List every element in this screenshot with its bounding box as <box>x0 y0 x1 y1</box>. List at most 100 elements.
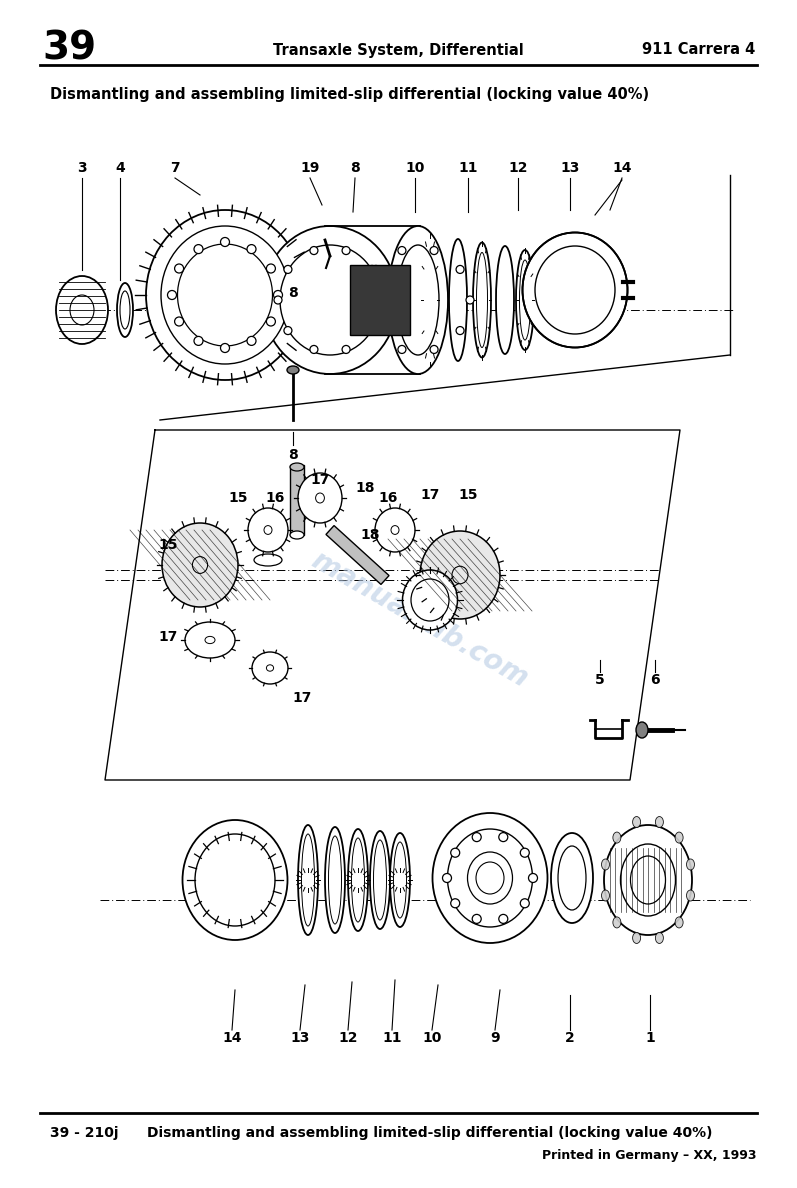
Ellipse shape <box>468 852 512 904</box>
Ellipse shape <box>602 890 610 901</box>
Text: 15: 15 <box>458 488 477 503</box>
Ellipse shape <box>633 816 641 828</box>
Ellipse shape <box>388 226 448 374</box>
Text: 15: 15 <box>159 538 178 552</box>
Circle shape <box>167 291 176 299</box>
Ellipse shape <box>686 890 694 901</box>
Ellipse shape <box>161 226 289 364</box>
Circle shape <box>273 291 282 299</box>
Circle shape <box>221 343 230 353</box>
Circle shape <box>520 848 529 858</box>
Ellipse shape <box>604 824 692 935</box>
Ellipse shape <box>266 665 273 671</box>
Bar <box>350 265 410 335</box>
Text: 14: 14 <box>222 1031 241 1045</box>
Text: 6: 6 <box>650 672 660 687</box>
Ellipse shape <box>402 570 457 630</box>
Text: 12: 12 <box>338 1031 358 1045</box>
Text: 9: 9 <box>490 1031 500 1045</box>
Ellipse shape <box>390 833 410 927</box>
Circle shape <box>368 265 376 273</box>
Text: 4: 4 <box>115 162 125 175</box>
Ellipse shape <box>397 245 439 355</box>
Circle shape <box>266 317 276 326</box>
Ellipse shape <box>264 525 272 535</box>
Ellipse shape <box>630 857 665 904</box>
Circle shape <box>466 296 474 304</box>
Text: 14: 14 <box>612 162 632 175</box>
Ellipse shape <box>411 579 449 621</box>
Ellipse shape <box>185 623 235 658</box>
Ellipse shape <box>602 859 610 870</box>
Circle shape <box>284 327 292 335</box>
Ellipse shape <box>254 554 282 565</box>
Ellipse shape <box>146 210 304 380</box>
Ellipse shape <box>516 249 534 350</box>
Circle shape <box>456 327 464 335</box>
Text: 12: 12 <box>508 162 528 175</box>
Text: 8: 8 <box>289 286 298 301</box>
Ellipse shape <box>394 842 406 918</box>
Ellipse shape <box>287 366 299 374</box>
Ellipse shape <box>496 246 514 354</box>
Circle shape <box>378 296 386 304</box>
Circle shape <box>362 296 370 304</box>
Ellipse shape <box>120 291 130 329</box>
Ellipse shape <box>655 933 663 943</box>
Text: Printed in Germany – XX, 1993: Printed in Germany – XX, 1993 <box>543 1149 757 1162</box>
Text: Dismantling and assembling limited-slip differential (locking value 40%): Dismantling and assembling limited-slip … <box>147 1126 713 1140</box>
Text: 17: 17 <box>159 630 178 644</box>
Text: 11: 11 <box>458 162 477 175</box>
Ellipse shape <box>178 244 273 346</box>
Text: 13: 13 <box>560 162 579 175</box>
Ellipse shape <box>621 843 676 916</box>
Text: 16: 16 <box>265 491 285 505</box>
Ellipse shape <box>348 829 368 931</box>
Circle shape <box>274 296 282 304</box>
Circle shape <box>175 317 183 326</box>
Circle shape <box>266 264 276 273</box>
Ellipse shape <box>248 508 288 552</box>
Ellipse shape <box>613 917 621 928</box>
Text: 13: 13 <box>290 1031 310 1045</box>
Ellipse shape <box>449 239 467 361</box>
Circle shape <box>175 264 183 273</box>
Ellipse shape <box>117 283 133 337</box>
Text: 15: 15 <box>228 491 248 505</box>
Text: 11: 11 <box>383 1031 402 1045</box>
Circle shape <box>221 238 230 246</box>
Text: 18: 18 <box>360 527 379 542</box>
Circle shape <box>342 346 350 354</box>
Circle shape <box>284 265 292 273</box>
Ellipse shape <box>195 834 275 925</box>
Circle shape <box>430 247 438 254</box>
Ellipse shape <box>374 840 387 920</box>
Text: 1: 1 <box>645 1031 655 1045</box>
Ellipse shape <box>370 830 390 929</box>
Ellipse shape <box>280 245 380 355</box>
Text: Dismantling and assembling limited-slip differential (locking value 40%): Dismantling and assembling limited-slip … <box>50 88 649 102</box>
Ellipse shape <box>325 827 345 933</box>
Ellipse shape <box>636 722 648 738</box>
Ellipse shape <box>375 508 415 552</box>
Text: 5: 5 <box>595 672 605 687</box>
Circle shape <box>194 245 203 253</box>
Circle shape <box>194 336 203 346</box>
Ellipse shape <box>290 531 304 539</box>
Circle shape <box>451 848 460 858</box>
Text: 8: 8 <box>289 448 298 462</box>
Circle shape <box>451 899 460 908</box>
Circle shape <box>499 915 508 923</box>
Ellipse shape <box>316 493 324 503</box>
Circle shape <box>372 327 380 335</box>
Circle shape <box>247 245 256 253</box>
Circle shape <box>247 336 256 346</box>
Circle shape <box>442 873 451 883</box>
Ellipse shape <box>298 473 342 523</box>
Ellipse shape <box>473 242 491 358</box>
Circle shape <box>472 833 481 841</box>
Text: 39 - 210j: 39 - 210j <box>50 1126 119 1140</box>
Text: 17: 17 <box>310 473 330 487</box>
Text: 19: 19 <box>300 162 320 175</box>
Ellipse shape <box>633 933 641 943</box>
